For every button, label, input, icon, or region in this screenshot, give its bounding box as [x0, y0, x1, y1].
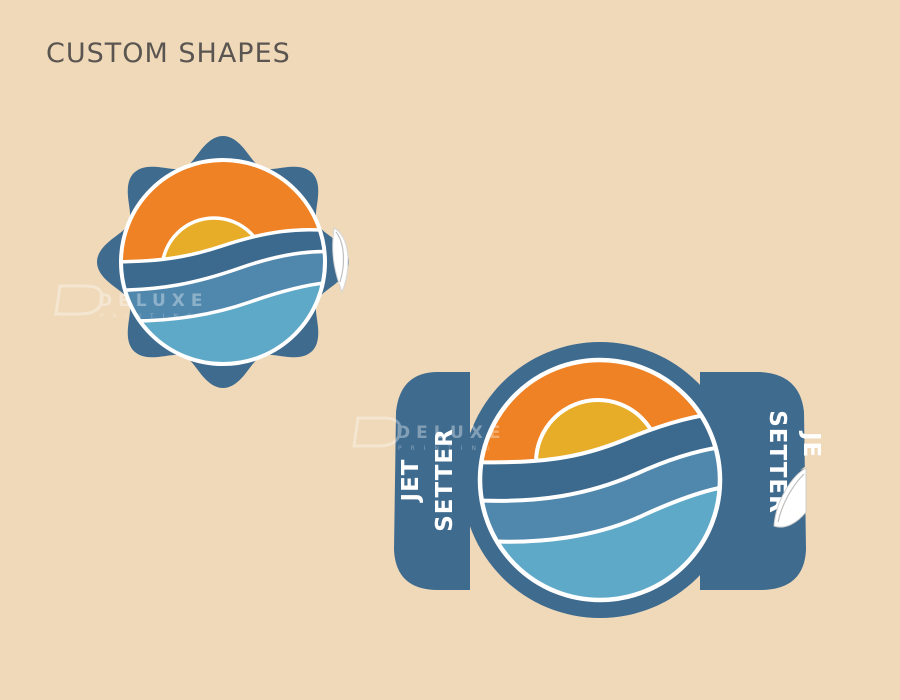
deluxe-d-logo-icon	[54, 284, 104, 316]
jet-setter-sticker: JET SETTER SETTER JE	[394, 342, 824, 618]
deluxe-d-logo-icon-2	[352, 416, 402, 448]
gear-sticker	[97, 136, 349, 388]
page-title: CUSTOM SHAPES	[46, 38, 291, 69]
peeled-corner-small	[332, 227, 349, 294]
left-tab-text-setter: SETTER	[432, 428, 458, 532]
watermark-large: DELUXE PRINTING	[352, 416, 506, 452]
watermark-small: DELUXE PRINTING	[54, 284, 208, 320]
watermark-brand: DELUXE	[98, 291, 208, 311]
watermark-sub-2: PRINTING	[398, 445, 499, 452]
watermark-sub: PRINTING	[100, 313, 201, 320]
right-tab-text-jet-partial: JE	[798, 430, 824, 458]
left-tab	[394, 372, 470, 590]
watermark-brand-2: DELUXE	[396, 423, 506, 443]
left-tab-text-jet: JET	[398, 459, 424, 504]
peeled-corner-large	[773, 467, 807, 528]
